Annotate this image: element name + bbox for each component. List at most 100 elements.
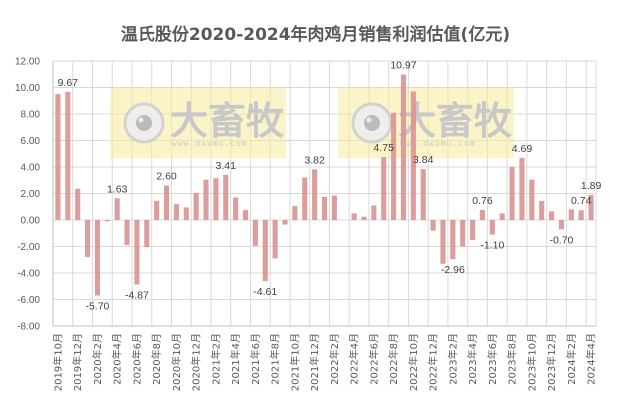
- watermark-brand: 大畜牧: [398, 99, 513, 143]
- x-tick-label: 2020年2月: [91, 333, 104, 385]
- x-tick-label: 2023年4月: [466, 333, 479, 385]
- bar: [75, 188, 81, 220]
- bar: [252, 220, 258, 246]
- x-tick-label: 2020年6月: [130, 333, 143, 385]
- data-label: -1.10: [480, 240, 504, 252]
- chart-title: 温氏股份2020-2024年肉鸡月销售利润估值(亿元): [120, 25, 511, 45]
- bar: [154, 200, 160, 220]
- x-tick-label: 2021年4月: [229, 333, 242, 385]
- bar: [104, 220, 110, 222]
- x-tick-label: 2021年2月: [209, 333, 222, 385]
- bar: [529, 179, 535, 220]
- data-label: 1.89: [581, 180, 602, 192]
- bar: [499, 213, 505, 220]
- bar: [558, 220, 565, 230]
- bar: [361, 216, 367, 220]
- x-tick-label: 2023年10月: [525, 333, 538, 391]
- x-tick-label: 2023年12月: [545, 333, 558, 391]
- x-tick-label: 2021年12月: [308, 333, 321, 391]
- data-label: 0.76: [472, 195, 493, 207]
- bar: [55, 94, 61, 220]
- x-tick-label: 2020年10月: [170, 333, 183, 391]
- bar: [233, 197, 239, 220]
- x-tick-label: 2021年6月: [249, 333, 262, 385]
- bar: [470, 220, 476, 240]
- bar: [292, 206, 298, 220]
- bar: [588, 194, 594, 220]
- bar: [183, 207, 189, 220]
- y-tick-label: 0.00: [21, 216, 41, 227]
- watermark-url: www.dxumu.com: [400, 139, 476, 148]
- watermark-brand: 大畜牧: [170, 99, 285, 143]
- bar: [272, 220, 278, 259]
- data-label: 3.41: [216, 160, 237, 172]
- y-tick-label: 4.00: [21, 163, 41, 174]
- bar: [509, 167, 515, 220]
- bar: [450, 220, 456, 260]
- data-label: 4.69: [512, 143, 533, 155]
- bar: [460, 220, 466, 247]
- y-axis-ticks: 12.00 10.00 8.00 6.00 4.00 2.00 0.00 -2.00 -4.00…: [15, 57, 40, 333]
- bar: [282, 220, 288, 225]
- bar: [430, 220, 436, 231]
- data-label: -4.61: [253, 286, 277, 298]
- data-label: 0.74: [571, 195, 592, 207]
- bar: [163, 185, 170, 220]
- x-tick-label: 2020年8月: [150, 333, 163, 385]
- bar: [65, 91, 71, 220]
- bar: [539, 200, 545, 220]
- x-tick-label: 2023年8月: [506, 333, 519, 385]
- bar: [549, 211, 555, 220]
- x-tick-label: 2019年12月: [71, 333, 84, 391]
- bar: [213, 178, 219, 220]
- bar: [94, 220, 100, 296]
- y-tick-label: -8.00: [17, 322, 40, 333]
- y-tick-label: 10.00: [15, 83, 40, 94]
- y-tick-label: -2.00: [17, 242, 40, 253]
- y-tick-label: 6.00: [21, 136, 41, 147]
- data-label: 3.84: [413, 154, 434, 166]
- bar: [124, 220, 130, 246]
- bar: [489, 220, 495, 235]
- x-tick-label: 2019年10月: [51, 333, 64, 391]
- data-label: 3.82: [304, 154, 325, 166]
- x-tick-label: 2021年10月: [288, 333, 301, 391]
- bar: [519, 157, 525, 220]
- bar: [578, 210, 584, 220]
- y-tick-label: -6.00: [17, 295, 40, 306]
- bar: [420, 169, 426, 220]
- bars: [55, 74, 594, 296]
- x-tick-label: 2022年2月: [328, 333, 341, 385]
- bar: [312, 169, 318, 220]
- bar: [262, 220, 268, 282]
- bar: [84, 220, 91, 258]
- data-label: -4.87: [125, 290, 149, 302]
- bar: [440, 220, 446, 264]
- data-label: -5.70: [85, 301, 109, 313]
- data-label: -0.70: [549, 234, 573, 246]
- data-label: 2.60: [156, 171, 177, 183]
- x-tick-label: 2021年8月: [269, 333, 282, 385]
- bar: [242, 210, 249, 220]
- data-label: 4.75: [374, 142, 395, 154]
- bar: [134, 220, 140, 285]
- x-tick-label: 2022年4月: [348, 333, 361, 385]
- bar: [381, 157, 387, 220]
- bar: [321, 196, 328, 220]
- bar: [144, 220, 150, 248]
- bar: [479, 209, 486, 220]
- y-tick-label: 2.00: [21, 189, 41, 200]
- bar: [410, 91, 416, 220]
- x-tick-label: 2023年2月: [446, 333, 459, 385]
- bar: [391, 112, 397, 220]
- bar: [568, 209, 574, 220]
- x-tick-label: 2020年4月: [111, 333, 124, 385]
- bar: [203, 179, 209, 220]
- data-label: -2.96: [441, 264, 465, 276]
- data-label: 1.63: [107, 183, 128, 195]
- y-tick-label: 12.00: [15, 57, 40, 68]
- x-tick-label: 2022年8月: [387, 333, 400, 385]
